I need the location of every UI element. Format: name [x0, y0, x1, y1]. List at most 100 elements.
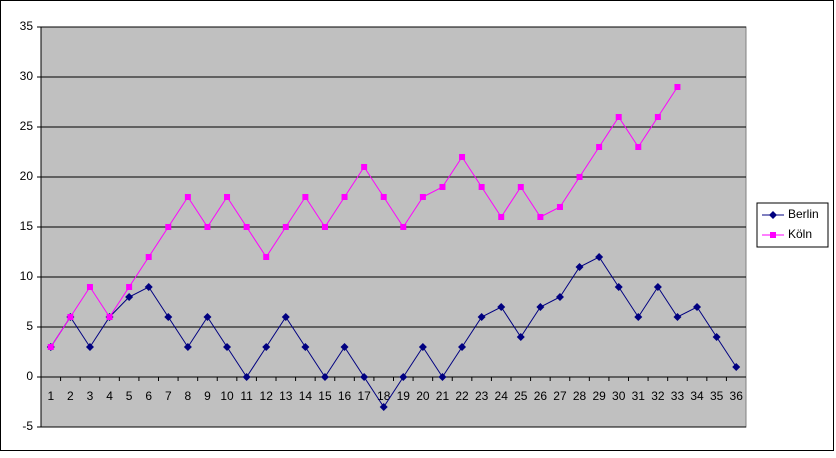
data-point: [380, 194, 387, 200]
data-point: [361, 164, 368, 170]
data-point: [164, 313, 173, 321]
x-tick-label: 12: [260, 389, 274, 403]
data-point: [144, 283, 153, 291]
data-point: [281, 313, 290, 321]
x-tick-label: 7: [165, 389, 172, 403]
data-point: [224, 194, 231, 200]
x-tick-label: 16: [338, 389, 352, 403]
data-point: [693, 303, 702, 311]
x-tick-label: 27: [553, 389, 567, 403]
series-line: [50, 256, 737, 408]
data-point: [85, 343, 94, 351]
x-tick-label: 25: [514, 389, 528, 403]
x-tick-label: 26: [534, 389, 548, 403]
data-point: [615, 114, 622, 120]
data-point: [360, 373, 369, 381]
data-point: [458, 343, 467, 351]
y-tick-label: 30: [20, 69, 34, 83]
data-point: [634, 313, 643, 321]
y-tick-label: 35: [20, 19, 34, 33]
data-point: [556, 204, 563, 210]
x-tick-label: 3: [87, 389, 94, 403]
x-tick-label: 2: [67, 389, 74, 403]
x-tick-label: 6: [145, 389, 152, 403]
x-tick-label: 13: [279, 389, 293, 403]
data-point: [478, 184, 485, 190]
data-point: [653, 283, 662, 291]
x-tick-label: 30: [612, 389, 626, 403]
legend-box: [756, 202, 829, 248]
data-point: [419, 194, 426, 200]
data-point: [516, 333, 525, 341]
data-point: [477, 313, 486, 321]
data-point: [165, 224, 172, 230]
data-point: [576, 174, 583, 180]
x-tick-label: 22: [455, 389, 469, 403]
x-tick-label: 8: [185, 389, 192, 403]
y-tick-label: 25: [20, 119, 34, 133]
x-tick-label: 31: [632, 389, 646, 403]
data-point: [399, 373, 408, 381]
data-point: [595, 253, 604, 261]
y-tick-label: 0: [26, 369, 33, 383]
data-point: [126, 284, 133, 290]
y-tick-label: -5: [22, 419, 33, 433]
y-tick-label: 20: [20, 169, 34, 183]
data-point: [732, 363, 741, 371]
data-point: [536, 303, 545, 311]
data-point: [184, 194, 191, 200]
x-tick-label: 21: [436, 389, 450, 403]
x-tick-label: 20: [416, 389, 430, 403]
data-point: [438, 373, 447, 381]
x-tick-label: 24: [495, 389, 509, 403]
data-point: [712, 333, 721, 341]
data-point: [223, 343, 232, 351]
x-tick-label: 33: [671, 389, 685, 403]
data-point: [86, 284, 93, 290]
x-tick-label: 4: [106, 389, 113, 403]
x-tick-label: 10: [220, 389, 234, 403]
x-tick-label: 32: [651, 389, 665, 403]
data-point: [635, 144, 642, 150]
data-point: [614, 283, 623, 291]
data-point: [204, 224, 211, 230]
data-point: [379, 403, 388, 411]
data-point: [145, 254, 152, 260]
data-point: [674, 84, 681, 90]
data-point: [242, 373, 251, 381]
data-point: [282, 224, 289, 230]
data-point: [400, 224, 407, 230]
data-point: [263, 254, 270, 260]
data-point: [537, 214, 544, 220]
data-point: [575, 263, 584, 271]
data-point: [243, 224, 250, 230]
data-point: [340, 343, 349, 351]
data-point: [301, 343, 310, 351]
x-tick-label: 14: [299, 389, 313, 403]
x-tick-label: 17: [357, 389, 371, 403]
data-point: [459, 154, 466, 160]
data-point: [125, 293, 134, 301]
x-tick-label: 35: [710, 389, 724, 403]
legend-marker: [769, 211, 777, 219]
x-tick-label: 5: [126, 389, 133, 403]
x-tick-label: 9: [204, 389, 211, 403]
data-point: [67, 314, 74, 320]
data-point: [262, 343, 271, 351]
x-tick-label: 36: [730, 389, 744, 403]
x-tick-label: 19: [397, 389, 411, 403]
x-tick-label: 15: [318, 389, 332, 403]
x-tick-label: 34: [690, 389, 704, 403]
data-point: [654, 114, 661, 120]
data-point: [497, 303, 506, 311]
legend-label: Berlin: [788, 207, 819, 221]
x-tick-label: 18: [377, 389, 391, 403]
data-point: [320, 373, 329, 381]
data-point: [47, 344, 54, 350]
legend-marker: [770, 232, 776, 238]
y-tick-label: 5: [26, 319, 33, 333]
x-tick-label: 1: [47, 389, 54, 403]
data-point: [106, 314, 113, 320]
x-tick-label: 23: [475, 389, 489, 403]
